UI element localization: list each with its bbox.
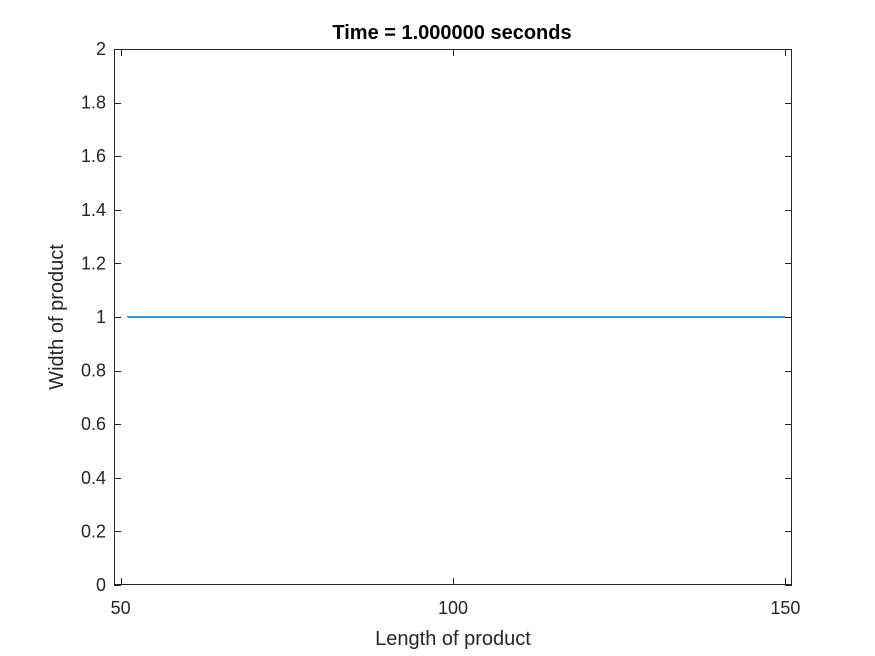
x-tick-label: 100 bbox=[438, 598, 468, 618]
chart-title: Time = 1.000000 seconds bbox=[332, 22, 571, 44]
x-tick-label: 150 bbox=[770, 598, 800, 618]
x-tick-label: 50 bbox=[111, 598, 131, 618]
y-tick-label: 0.2 bbox=[81, 521, 106, 541]
x-axis: 50 100 150 bbox=[111, 49, 800, 618]
y-tick-label: 1.8 bbox=[81, 93, 106, 113]
y-tick-label: 1.4 bbox=[81, 200, 106, 220]
y-tick-label: 0.6 bbox=[81, 414, 106, 434]
y-tick-label: 0.8 bbox=[81, 361, 106, 381]
y-axis: 0 0.2 0.4 0.6 0.8 1 1.2 1.4 1.6 1.8 2 bbox=[81, 39, 792, 595]
y-tick-label: 0.4 bbox=[81, 468, 106, 488]
x-axis-label: Length of product bbox=[375, 628, 531, 650]
y-axis-label: Width of product bbox=[46, 244, 68, 390]
y-tick-label: 0 bbox=[96, 575, 106, 595]
y-tick-label: 1 bbox=[96, 307, 106, 327]
y-tick-label: 1.2 bbox=[81, 253, 106, 273]
y-tick-label: 2 bbox=[96, 39, 106, 59]
y-tick-label: 1.6 bbox=[81, 146, 106, 166]
